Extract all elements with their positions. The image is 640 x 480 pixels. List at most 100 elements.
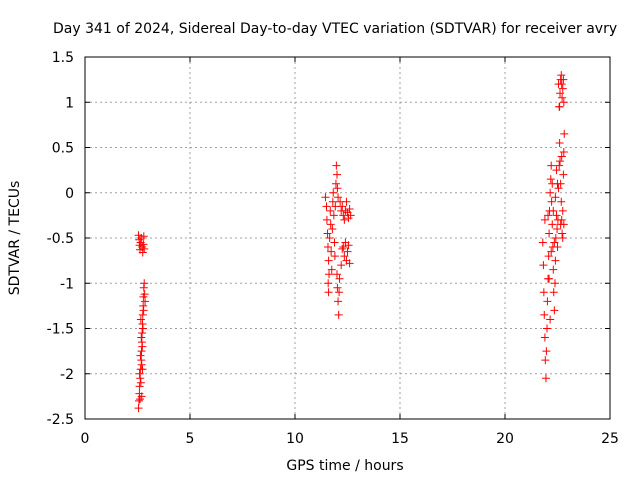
data-point [545,274,554,283]
y-tick-label: -2 [60,367,74,383]
data-point [138,324,147,333]
data-point [544,211,553,220]
x-tick-label: 25 [601,431,619,447]
data-point [324,288,333,297]
data-point [329,188,338,197]
data-point [338,244,347,253]
data-point [557,152,566,161]
data-point [334,193,343,202]
data-point [140,290,149,299]
data-point [553,224,562,233]
data-point [559,148,568,157]
data-point [345,259,354,268]
data-point [139,306,148,315]
data-point [322,202,331,211]
x-tick-label: 10 [286,431,304,447]
data-point [323,229,332,238]
data-point [558,206,567,215]
data-point [340,252,349,261]
x-tick-label: 15 [391,431,409,447]
data-point [330,238,339,247]
data-point [333,184,342,193]
data-point [327,247,336,256]
data-point [541,356,550,365]
y-tick-label: 1 [65,95,74,111]
data-point [332,161,341,170]
data-point [556,89,565,98]
data-point [547,197,556,206]
data-point [136,378,145,387]
y-tick-label: -2.5 [47,412,74,428]
data-point [543,324,551,333]
data-point [552,211,561,220]
data-point [339,243,348,252]
cluster-3-points [538,71,569,383]
data-point [559,98,568,107]
data-point [138,248,147,257]
data-point [139,232,148,241]
data-point [538,238,547,247]
data-point [335,274,344,283]
data-point [334,297,343,306]
y-axis-label: SDTVAR / TECUs [7,181,23,296]
data-point [551,193,560,202]
data-point [140,244,149,253]
x-tick-label: 20 [496,431,514,447]
data-point [325,234,334,242]
cluster-1-points [134,231,150,413]
data-point [338,202,347,211]
data-point [323,243,332,252]
data-point [134,404,143,413]
data-point [553,179,562,188]
data-point [343,247,352,256]
data-point [334,310,343,319]
data-point [322,215,331,224]
data-point [549,265,558,274]
data-point [324,279,333,288]
grid-lines [85,57,610,419]
data-point [135,382,144,391]
data-point [539,261,548,270]
data-point [137,333,146,342]
data-point [138,342,147,351]
data-point [557,71,566,80]
data-point [346,211,355,220]
data-point [546,315,555,324]
data-point [543,297,552,306]
data-point [559,170,568,179]
data-points [134,71,569,413]
data-point [556,157,565,166]
data-point [138,329,147,338]
data-point [342,197,351,206]
data-point [330,252,339,261]
data-point [547,247,556,256]
y-tick-label: -1.5 [47,322,74,338]
data-point [555,138,564,147]
data-point [341,206,350,215]
data-point [137,347,146,356]
data-point [549,288,558,297]
y-tick-label: 0.5 [52,141,74,157]
data-point [333,283,342,292]
data-point [333,270,341,279]
y-tick-label: 0 [65,186,74,202]
data-point [542,347,551,356]
data-point [559,75,568,84]
data-point [138,310,147,319]
data-point [137,392,146,401]
y-tick-label: 1.5 [52,50,74,66]
data-point [345,205,354,214]
data-point [551,234,560,242]
data-point [544,252,553,261]
data-point [337,261,346,270]
data-point [335,288,344,297]
data-point [559,220,568,229]
data-point [540,215,549,224]
data-point [321,193,330,202]
data-point [552,166,561,175]
data-point [339,211,348,220]
data-point [138,365,147,374]
cluster-2-points [321,161,355,319]
data-point [136,351,145,360]
data-point [550,279,559,288]
